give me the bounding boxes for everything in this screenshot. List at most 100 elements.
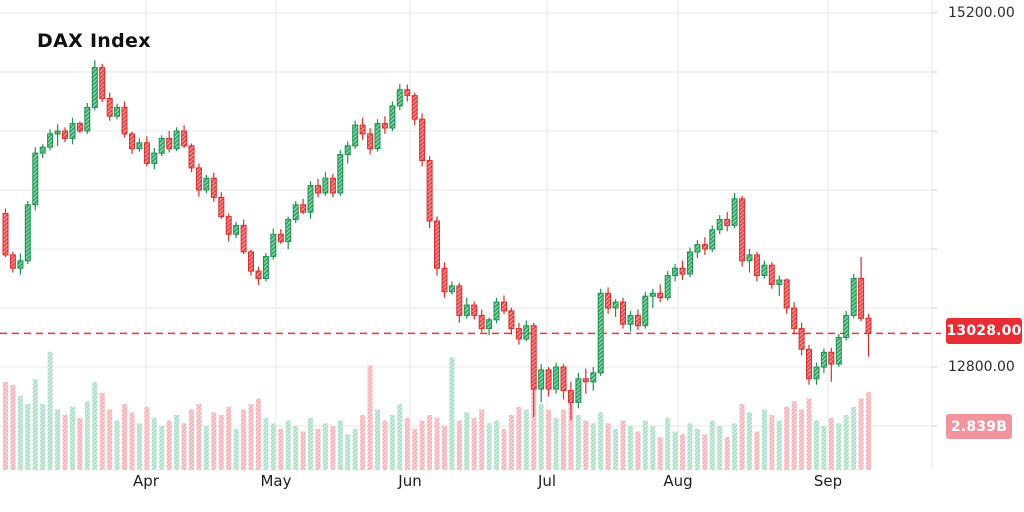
candle-body[interactable] bbox=[865, 317, 872, 334]
candle-body[interactable] bbox=[835, 337, 842, 365]
candle-body[interactable] bbox=[143, 142, 150, 164]
candle-body[interactable] bbox=[776, 279, 783, 285]
candle-body[interactable] bbox=[106, 98, 113, 117]
candle-body[interactable] bbox=[270, 233, 277, 257]
candle-body[interactable] bbox=[166, 137, 173, 150]
candle-body[interactable] bbox=[218, 196, 225, 218]
candle-body[interactable] bbox=[709, 229, 716, 250]
candle-body[interactable] bbox=[620, 301, 626, 325]
candle-body[interactable] bbox=[389, 105, 396, 129]
candle-body[interactable] bbox=[151, 152, 158, 164]
candle-body[interactable] bbox=[233, 224, 240, 235]
candle-body[interactable] bbox=[84, 106, 91, 132]
candle-body[interactable] bbox=[300, 204, 307, 213]
candle-body[interactable] bbox=[352, 124, 359, 147]
candle-body[interactable] bbox=[47, 133, 54, 148]
candle-body[interactable] bbox=[746, 254, 753, 262]
candle-body[interactable] bbox=[329, 177, 336, 194]
candle-body[interactable] bbox=[553, 366, 560, 390]
candle-body[interactable] bbox=[664, 275, 671, 299]
candle-body[interactable] bbox=[724, 219, 731, 226]
candle-body[interactable] bbox=[181, 130, 188, 147]
candle-body[interactable] bbox=[560, 366, 567, 392]
candle-body[interactable] bbox=[240, 224, 247, 253]
candle-body[interactable] bbox=[582, 378, 589, 383]
candle-body[interactable] bbox=[567, 390, 574, 403]
candle-body[interactable] bbox=[448, 285, 455, 293]
candle-body[interactable] bbox=[54, 130, 61, 135]
candle-body[interactable] bbox=[136, 142, 143, 150]
candle-body[interactable] bbox=[292, 204, 299, 221]
candle-body[interactable] bbox=[731, 198, 738, 226]
candle-body[interactable] bbox=[813, 366, 820, 380]
candle-body[interactable] bbox=[225, 216, 232, 235]
candle-body[interactable] bbox=[76, 123, 83, 132]
candle-body[interactable] bbox=[575, 378, 582, 403]
candle-body[interactable] bbox=[9, 254, 16, 269]
candle-body[interactable] bbox=[597, 292, 604, 374]
candle-body[interactable] bbox=[761, 264, 768, 277]
candle-body[interactable] bbox=[203, 177, 210, 191]
candle-body[interactable] bbox=[515, 328, 522, 340]
candle-body[interactable] bbox=[820, 351, 827, 368]
candle-body[interactable] bbox=[114, 106, 121, 117]
candle-body[interactable] bbox=[798, 328, 805, 350]
candle-body[interactable] bbox=[493, 301, 500, 321]
candle-body[interactable] bbox=[649, 292, 656, 297]
candle-body[interactable] bbox=[315, 185, 321, 194]
candle-body[interactable] bbox=[285, 219, 292, 243]
candle-body[interactable] bbox=[69, 123, 76, 139]
candle-body[interactable] bbox=[441, 267, 448, 293]
candle-body[interactable] bbox=[687, 251, 693, 275]
candle-body[interactable] bbox=[99, 67, 106, 100]
candle-body[interactable] bbox=[530, 325, 537, 390]
candle-body[interactable] bbox=[858, 278, 865, 319]
candle-body[interactable] bbox=[121, 106, 128, 135]
candle-body[interactable] bbox=[248, 251, 254, 272]
candle-body[interactable] bbox=[262, 255, 269, 279]
candle-body[interactable] bbox=[2, 213, 9, 256]
candle-body[interactable] bbox=[404, 89, 411, 97]
candle-body[interactable] bbox=[478, 314, 485, 330]
candle-body[interactable] bbox=[344, 145, 351, 156]
candle-body[interactable] bbox=[501, 301, 507, 312]
candle-body[interactable] bbox=[39, 146, 46, 154]
candle-body[interactable] bbox=[783, 279, 790, 309]
candle-body[interactable] bbox=[158, 137, 165, 154]
candle-body[interactable] bbox=[367, 133, 374, 150]
candle-body[interactable] bbox=[456, 285, 463, 316]
candle-body[interactable] bbox=[374, 123, 381, 150]
candle-body[interactable] bbox=[545, 369, 552, 390]
candle-body[interactable] bbox=[210, 177, 217, 198]
candle-body[interactable] bbox=[419, 118, 426, 161]
candle-body[interactable] bbox=[188, 145, 195, 169]
candle-body[interactable] bbox=[32, 152, 39, 206]
candle-body[interactable] bbox=[538, 369, 545, 390]
candle-body[interactable] bbox=[471, 304, 478, 316]
candle-body[interactable] bbox=[657, 292, 664, 299]
candle-body[interactable] bbox=[486, 319, 493, 330]
candle-body[interactable] bbox=[634, 314, 641, 327]
candle-body[interactable] bbox=[508, 310, 515, 330]
candle-body[interactable] bbox=[195, 167, 202, 191]
candle-body[interactable] bbox=[426, 160, 433, 222]
candle-body[interactable] bbox=[173, 130, 180, 150]
candle-body[interactable] bbox=[791, 307, 798, 330]
candle-body[interactable] bbox=[434, 220, 440, 269]
candle-body[interactable] bbox=[62, 130, 68, 139]
candle-body[interactable] bbox=[24, 204, 31, 262]
candle-body[interactable] bbox=[672, 267, 679, 277]
candle-body[interactable] bbox=[768, 264, 775, 285]
candle-body[interactable] bbox=[359, 124, 366, 135]
candle-body[interactable] bbox=[590, 372, 597, 383]
candle-body[interactable] bbox=[806, 348, 812, 380]
candle-body[interactable] bbox=[679, 267, 686, 275]
candle-body[interactable] bbox=[642, 295, 649, 327]
candle-body[interactable] bbox=[411, 95, 418, 120]
candle-body[interactable] bbox=[381, 123, 388, 129]
candle-body[interactable] bbox=[396, 89, 403, 107]
candle-body[interactable] bbox=[828, 351, 835, 365]
candle-body[interactable] bbox=[605, 292, 612, 309]
candle-body[interactable] bbox=[337, 154, 344, 194]
